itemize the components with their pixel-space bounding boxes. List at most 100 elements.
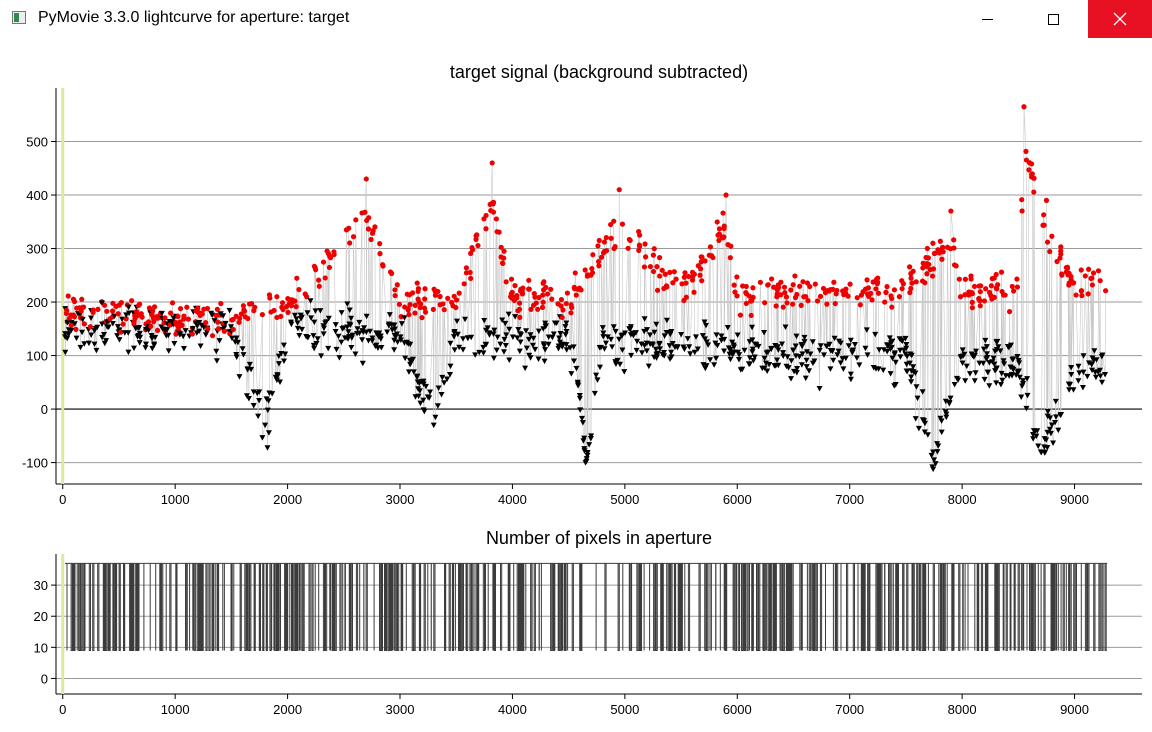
signal-point-black: [724, 325, 731, 331]
signal-point-black: [826, 341, 833, 348]
signal-point-black: [1001, 361, 1008, 367]
signal-point-black: [151, 342, 158, 349]
signal-point-red: [148, 323, 154, 329]
signal-point-black: [834, 352, 841, 358]
signal-point-red: [468, 275, 474, 282]
signal-point-red: [71, 314, 77, 320]
signal-point-black: [1052, 398, 1059, 405]
signal-point-black: [586, 442, 593, 448]
signal-point-red: [151, 304, 158, 310]
signal-point-black: [830, 357, 837, 364]
signal-point-black: [451, 347, 458, 353]
signal-point-black: [158, 310, 165, 317]
signal-point-black: [332, 329, 339, 335]
close-button[interactable]: [1088, 0, 1152, 38]
signal-point-red: [698, 266, 704, 272]
signal-point-red: [209, 333, 216, 339]
signal-point-red: [900, 281, 906, 287]
signal-point-black: [484, 325, 491, 331]
signal-point-red: [109, 308, 116, 314]
signal-point-red: [596, 237, 602, 244]
signal-ytick-label: -100: [22, 456, 48, 471]
signal-point-red: [134, 312, 141, 319]
minimize-button[interactable]: [964, 0, 1010, 38]
signal-point-red: [1054, 258, 1060, 265]
signal-point-black: [962, 378, 969, 384]
signal-point-black: [314, 336, 321, 342]
signal-point-black: [555, 346, 562, 352]
signal-ytick-label: 400: [26, 188, 48, 203]
signal-point-black: [535, 328, 542, 335]
signal-point-red: [516, 306, 523, 312]
signal-point-red: [271, 307, 277, 314]
signal-point-red: [558, 303, 564, 309]
signal-point-red: [493, 216, 499, 222]
signal-point-black: [68, 327, 75, 334]
signal-point-black: [1044, 408, 1051, 415]
signal-point-black: [126, 310, 133, 317]
signal-point-black: [661, 353, 668, 359]
signal-point-black: [81, 341, 88, 347]
signal-point-black: [666, 343, 673, 349]
signal-point-red: [775, 284, 782, 291]
signal-point-red: [558, 296, 565, 303]
signal-point-black: [454, 331, 461, 338]
signal-point-black: [517, 332, 524, 338]
signal-point-red: [956, 276, 962, 282]
signal-point-red: [939, 256, 945, 262]
signal-point-red: [453, 304, 459, 311]
signal-point-black: [872, 331, 879, 338]
signal-point-red: [598, 254, 605, 260]
signal-point-black: [1052, 419, 1059, 426]
signal-point-red: [483, 226, 489, 232]
signal-point-black: [405, 369, 412, 375]
signal-point-black: [435, 385, 442, 391]
signal-point-black: [542, 347, 549, 353]
signal-point-red: [350, 234, 357, 240]
signal-point-red: [533, 300, 539, 306]
signal-point-black: [684, 336, 691, 342]
signal-point-red: [654, 264, 660, 270]
signal-point-red: [1043, 197, 1050, 203]
signal-point-black: [180, 333, 187, 340]
signal-point-red: [1086, 266, 1092, 272]
signal-point-red: [175, 313, 181, 320]
signal-point-black: [938, 429, 945, 436]
signal-point-black: [71, 321, 78, 327]
signal-point-black: [264, 445, 271, 451]
signal-point-black: [119, 316, 126, 323]
signal-point-black: [480, 344, 487, 351]
signal-point-black: [472, 352, 479, 358]
signal-point-black: [981, 376, 988, 383]
signal-point-black: [410, 356, 417, 363]
signal-point-black: [444, 376, 451, 382]
maximize-button[interactable]: [1030, 0, 1076, 38]
signal-point-red: [252, 304, 258, 310]
signal-point-red: [415, 285, 422, 292]
signal-chart[interactable]: target signal (background subtracted) -10…: [22, 62, 1142, 507]
signal-point-black: [541, 343, 548, 349]
signal-point-black: [628, 352, 635, 359]
signal-point-black: [269, 391, 276, 397]
signal-point-black: [464, 335, 471, 342]
signal-point-black: [915, 425, 922, 432]
signal-point-black: [1044, 444, 1051, 451]
signal-point-black: [946, 399, 953, 406]
signal-point-red: [326, 264, 333, 271]
signal-point-red: [95, 306, 101, 312]
signal-point-red: [734, 293, 740, 299]
signal-point-black: [109, 320, 116, 327]
signal-point-black: [847, 376, 854, 383]
signal-point-black: [711, 362, 718, 368]
pixel-count-chart[interactable]: Number of pixels in aperture 0 10 20 30 0 1000…: [34, 528, 1142, 717]
signal-point-black: [483, 342, 490, 348]
signal-point-red: [1059, 272, 1065, 278]
signal-point-black: [596, 364, 603, 371]
signal-point-black: [338, 310, 345, 316]
signal-point-black: [432, 414, 439, 421]
signal-point-red: [590, 252, 596, 258]
signal-point-black: [545, 341, 552, 348]
signal-point-red: [737, 312, 744, 318]
signal-point-red: [792, 273, 798, 279]
signal-point-black: [136, 340, 143, 346]
